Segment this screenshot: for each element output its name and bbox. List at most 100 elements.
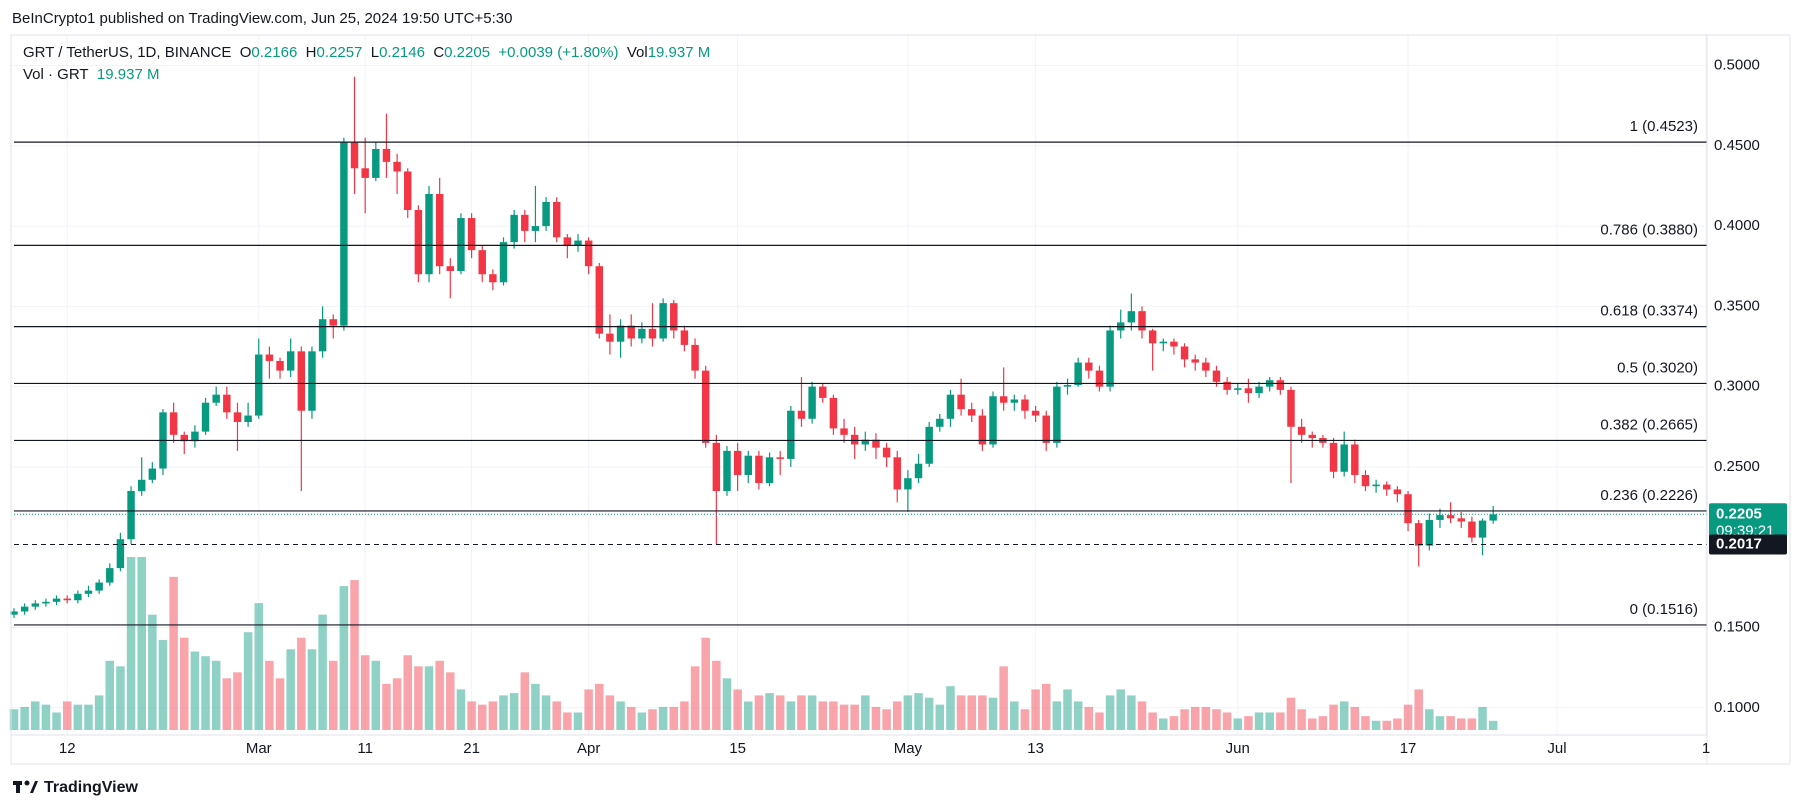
candle-body [712, 442, 721, 492]
volume-bar [978, 695, 987, 730]
candle-body [606, 333, 614, 342]
candle-body [52, 598, 61, 602]
volume-bar [499, 695, 508, 730]
volume-bar [1478, 706, 1487, 730]
fib-label: 1 (0.4523) [1630, 118, 1698, 135]
candle-body [670, 303, 678, 331]
x-tick-label: 11 [357, 740, 373, 757]
candle-body [1148, 330, 1157, 344]
candle-body [808, 386, 816, 419]
candle-body [787, 410, 795, 459]
candle-body [223, 394, 231, 413]
volume-bar [531, 683, 540, 730]
volume-bar [350, 580, 359, 730]
volume-bar [424, 666, 434, 730]
candle-body [701, 370, 710, 443]
last-price-label: 0.2205 [1716, 505, 1762, 522]
fib-label: 0.236 (0.2226) [1600, 487, 1698, 504]
volume-bar [871, 706, 881, 730]
volume-bar [616, 701, 625, 730]
volume-bar [744, 701, 753, 730]
volume-bar [105, 660, 115, 730]
candle-body [414, 210, 423, 275]
candle-body [1138, 311, 1146, 331]
x-tick-label: Apr [577, 740, 600, 757]
candle-body [265, 354, 274, 361]
volume-bar [935, 704, 945, 730]
candle-body [329, 319, 337, 326]
volume-bar [605, 695, 615, 730]
candle-body [1212, 370, 1221, 382]
candle-body [31, 603, 40, 607]
candle-body [212, 394, 220, 403]
volume-bar [509, 693, 519, 730]
candle-body [137, 479, 146, 492]
volume-legend: Vol · GRT 19.937 M [23, 66, 159, 83]
candle-body [595, 266, 604, 334]
candle-body [542, 201, 550, 227]
candle-body [552, 201, 561, 238]
candle-body [106, 568, 114, 583]
candle-body [989, 396, 997, 445]
candle-body [1308, 434, 1316, 439]
candle-body [733, 450, 742, 475]
volume-bar [1308, 718, 1317, 730]
volume-bar [1329, 704, 1338, 730]
symbol: GRT / TetherUS, 1D, BINANCE [23, 44, 232, 61]
candle-body [850, 434, 859, 445]
candle-body [1085, 362, 1093, 371]
volume-bar [626, 706, 636, 730]
volume-bar [1148, 712, 1157, 730]
candle-body [1404, 494, 1412, 524]
volume-bar [1084, 706, 1094, 730]
candle-body [1329, 442, 1338, 472]
volume-bar [903, 695, 913, 730]
candle-body [1468, 521, 1476, 538]
volume-bar [1297, 709, 1306, 730]
volume-bar [956, 695, 966, 730]
volume-bar [999, 666, 1008, 730]
candle-body [563, 237, 572, 246]
volume-bar [158, 640, 168, 730]
fib-label: 0.786 (0.3880) [1600, 221, 1698, 238]
candle-body [1244, 388, 1253, 394]
candle-body [893, 457, 901, 490]
last-price-box [1709, 503, 1787, 542]
candle-body [872, 439, 880, 448]
volume-bar [573, 712, 583, 730]
volume-bar [765, 693, 774, 730]
candle-body [829, 397, 838, 429]
candle-body [914, 463, 923, 479]
volume-bar [286, 649, 295, 730]
candle-body [244, 415, 252, 422]
y-tick-label: 0.3000 [1714, 378, 1760, 395]
candle-body [574, 240, 582, 246]
volume-bar [988, 697, 998, 730]
candle-body [1414, 523, 1423, 546]
candle-body [1446, 515, 1455, 519]
volume-bar [201, 656, 210, 730]
candle-body [1393, 489, 1402, 495]
candle-body [340, 142, 348, 326]
candle-body [255, 354, 263, 416]
x-tick-label: 13 [1027, 740, 1044, 757]
fib-label: 0 (0.1516) [1630, 601, 1698, 618]
volume-bar [861, 695, 870, 730]
volume-bar [116, 666, 125, 730]
volume-bar [254, 603, 264, 730]
candle-body [1180, 346, 1189, 360]
candle-body [1202, 362, 1210, 371]
volume-bar [1467, 718, 1477, 730]
candle-body [627, 325, 635, 339]
candle-body [776, 457, 784, 459]
fib-label: 0.382 (0.2665) [1600, 416, 1698, 433]
candle-body [765, 457, 774, 483]
candle-body [1191, 359, 1199, 363]
candle-body [308, 351, 316, 411]
candle-body [1042, 415, 1050, 443]
volume-bar [892, 701, 902, 730]
volume-bar [1031, 689, 1040, 730]
chart-frame [10, 34, 1791, 765]
candle-body [1170, 341, 1178, 347]
candle-body [489, 274, 497, 283]
